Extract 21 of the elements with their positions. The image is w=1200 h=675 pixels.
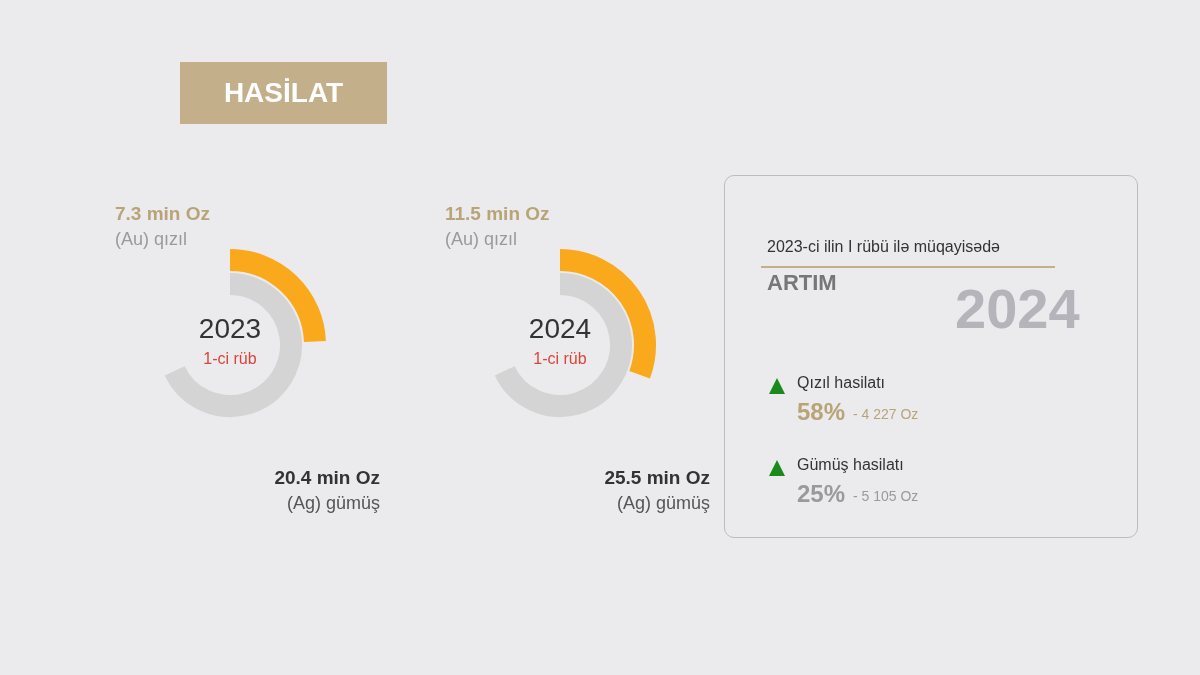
data-label: 25.5 min Oz <box>604 467 710 489</box>
text: HASİLAT <box>180 62 387 124</box>
text: 1-ci rüb <box>202 350 258 368</box>
category-label: (Au) qızıl <box>115 229 188 250</box>
data-label: 7.3 min Oz <box>115 203 211 225</box>
text: ARTIM <box>767 270 837 296</box>
category-label: (Ag) gümüş <box>286 493 380 514</box>
text: Gümüş hasilatı <box>797 456 904 474</box>
text: 2024 <box>527 313 593 345</box>
text: 25% <box>797 480 846 508</box>
text: 2023 <box>197 313 263 345</box>
data-label: 11.5 min Oz <box>445 203 550 225</box>
category-label: (Au) qızıl <box>445 229 518 250</box>
text: 2023-ci ilin I rübü ilə müqayisədə <box>767 238 1001 256</box>
text: - 4 227 Oz <box>853 406 919 422</box>
text: - 5 105 Oz <box>853 488 919 504</box>
category-label: (Ag) gümüş <box>616 493 710 514</box>
data-label: 20.4 min Oz <box>274 467 380 489</box>
text: 1-ci rüb <box>532 350 588 368</box>
text: 58% <box>797 398 846 426</box>
text: Qızıl hasilatı <box>797 374 886 392</box>
